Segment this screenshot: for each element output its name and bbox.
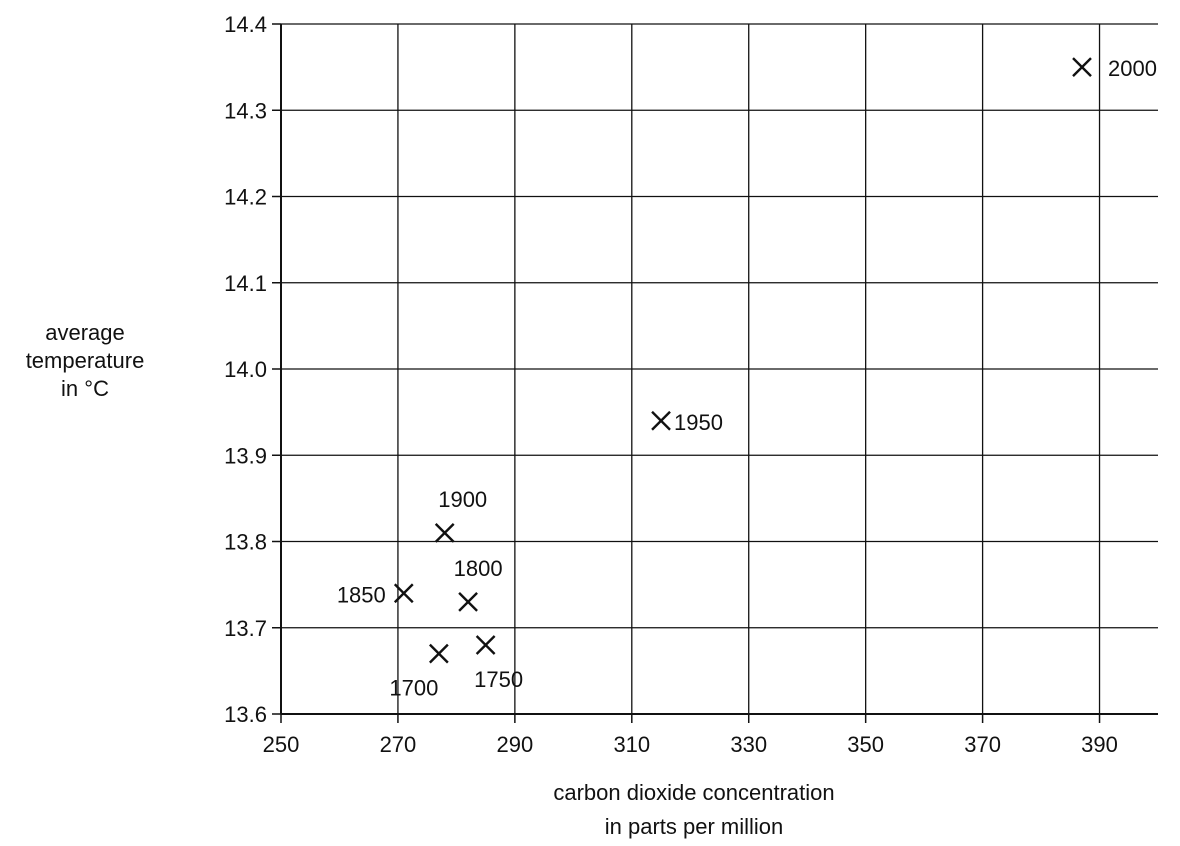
- x-tick-label: 330: [730, 732, 767, 757]
- x-marker-stroke: [475, 635, 496, 655]
- x-tick-label: 270: [380, 732, 417, 757]
- x-marker-stroke: [1072, 57, 1092, 77]
- y-tick-label: 13.7: [224, 616, 267, 641]
- x-tick-label: 290: [497, 732, 534, 757]
- data-point: 1950: [651, 410, 723, 435]
- x-tick-label: 250: [263, 732, 300, 757]
- axis-title-line: carbon dioxide concentration: [553, 780, 834, 805]
- point-label: 1700: [389, 676, 438, 701]
- y-tick-label: 14.3: [224, 98, 267, 123]
- tick-labels: 13.6 13.7 13.8 13.9 14.0 14.1 14.2 14.3 14.4 250 2…: [224, 12, 1118, 757]
- y-tick-label: 14.1: [224, 271, 267, 296]
- y-tick-label: 14.2: [224, 185, 267, 210]
- y-tick-label: 13.6: [224, 702, 267, 727]
- y-tick-label: 13.9: [224, 443, 267, 468]
- data-points: 1700 1750 1800 1850 1900 1950 2000: [337, 56, 1157, 701]
- point-label: 1800: [454, 556, 503, 581]
- y-tick-label: 13.8: [224, 530, 267, 555]
- point-label: 1900: [438, 487, 487, 512]
- x-marker-stroke: [429, 643, 449, 664]
- y-tick-label: 14.4: [224, 12, 267, 37]
- x-marker-stroke: [651, 410, 671, 431]
- data-point: 1900: [434, 487, 487, 543]
- point-label: 2000: [1108, 56, 1157, 81]
- grid-lines: [281, 23, 1158, 714]
- point-label: 1950: [674, 410, 723, 435]
- point-label: 1750: [474, 667, 523, 692]
- y-tick-label: 14.0: [224, 357, 267, 382]
- x-tick-label: 350: [847, 732, 884, 757]
- point-label: 1850: [337, 582, 386, 607]
- x-marker-stroke: [393, 583, 414, 604]
- axis-title-line: temperature: [26, 348, 145, 373]
- data-point: 1750: [474, 635, 523, 692]
- data-point: 1850: [337, 582, 414, 607]
- y-axis-title: average temperature in °C: [26, 320, 145, 401]
- axes: [272, 23, 1158, 723]
- x-marker-stroke: [434, 523, 455, 543]
- axis-title-line: in parts per million: [605, 814, 784, 839]
- data-point: 1700: [389, 643, 449, 701]
- axis-titles: average temperature in °C carbon dioxide c…: [26, 320, 835, 839]
- data-point: 2000: [1072, 56, 1157, 81]
- x-axis-title: carbon dioxide concentration in parts per…: [553, 780, 834, 839]
- x-marker-stroke: [458, 592, 478, 612]
- axis-title-line: average: [45, 320, 125, 345]
- x-tick-label: 390: [1081, 732, 1118, 757]
- x-tick-label: 370: [964, 732, 1001, 757]
- axis-title-line: in °C: [61, 376, 109, 401]
- x-tick-label: 310: [613, 732, 650, 757]
- data-point: 1800: [454, 556, 503, 612]
